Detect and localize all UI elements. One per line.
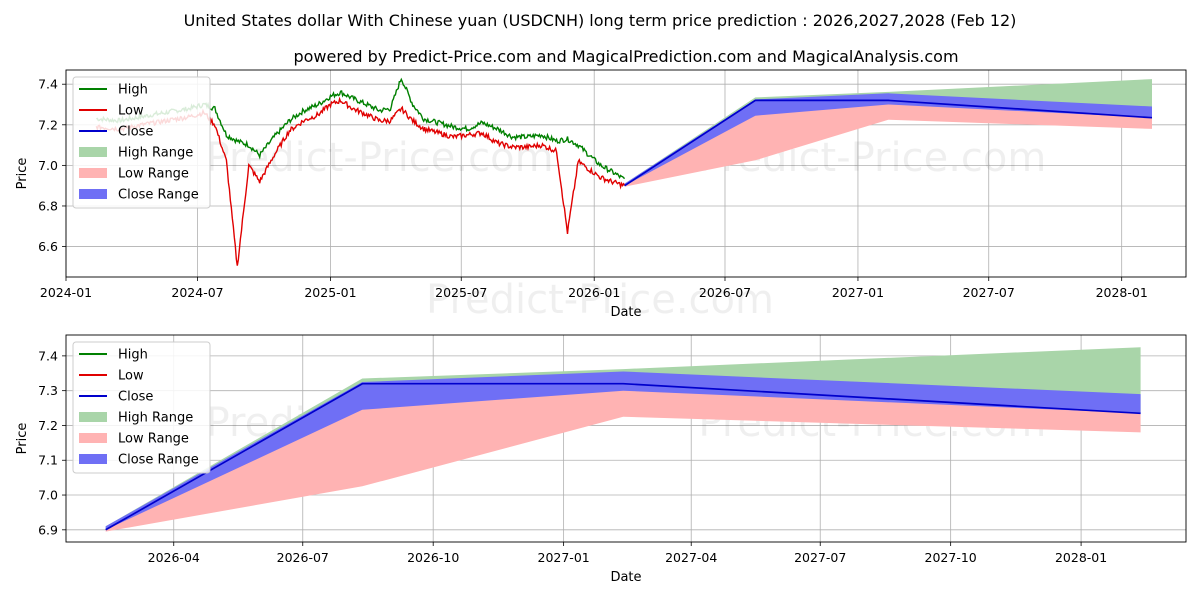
y-tick-label: 7.4 bbox=[38, 77, 58, 92]
x-tick-label: 2026-07 bbox=[699, 285, 751, 300]
chart-subtitle: powered by Predict-Price.com and Magical… bbox=[293, 47, 958, 66]
x-tick-label: 2028-01 bbox=[1055, 550, 1107, 565]
y-tick-label: 6.9 bbox=[38, 522, 58, 537]
axes-frame bbox=[65, 69, 1187, 278]
legend-high: High bbox=[79, 83, 148, 98]
x-tick-label: 2027-07 bbox=[963, 285, 1015, 300]
forecast-zoom-chart-panel: 2026-04 2026-07 2026-10 2027-01 2027-04 2027-… bbox=[15, 334, 1187, 585]
legend-close-label: Close bbox=[118, 125, 153, 140]
legend-high-label: High bbox=[118, 348, 148, 363]
legend-close-range-label: Close Range bbox=[118, 188, 199, 203]
y-axis-label: Price bbox=[15, 423, 30, 455]
legend-high-range-swatch bbox=[79, 147, 107, 157]
legend-low-range-swatch bbox=[79, 433, 107, 443]
legend: High Low Close High Range Low Range Close Ran… bbox=[72, 76, 211, 209]
x-tick-label: 2024-01 bbox=[40, 285, 92, 300]
legend-close: Close bbox=[79, 390, 153, 405]
x-tick-label: 2024-07 bbox=[171, 285, 223, 300]
y-tick-label: 7.2 bbox=[38, 117, 58, 132]
legend-close-range-label: Close Range bbox=[118, 453, 199, 468]
legend-close-label: Close bbox=[118, 390, 153, 405]
x-tick-label: 2026-01 bbox=[568, 285, 620, 300]
legend-low-range-label: Low Range bbox=[118, 432, 189, 447]
x-tick-label: 2027-10 bbox=[925, 550, 977, 565]
legend-close-range: Close Range bbox=[79, 453, 199, 468]
x-tick-label: 2027-04 bbox=[665, 550, 717, 565]
x-tick-label: 2025-07 bbox=[435, 285, 487, 300]
axes-frame bbox=[65, 334, 1187, 543]
legend-low-range-label: Low Range bbox=[118, 167, 189, 182]
x-tick-label: 2026-10 bbox=[407, 550, 459, 565]
long-term-chart-panel: 2024-01 2024-07 2025-01 2025-07 2026-01 2026-… bbox=[15, 69, 1187, 323]
y-tick-label: 7.0 bbox=[38, 158, 58, 173]
x-axis-label: Date bbox=[610, 570, 641, 585]
low-range-band bbox=[624, 100, 1152, 187]
x-axis-label: Date bbox=[610, 305, 641, 320]
y-tick-label: 7.0 bbox=[38, 488, 58, 503]
legend-high-range-swatch bbox=[79, 412, 107, 422]
y-tick-label: 7.2 bbox=[38, 418, 58, 433]
y-tick-label: 7.4 bbox=[38, 348, 58, 363]
x-tick-label: 2025-01 bbox=[304, 285, 356, 300]
legend-close-range-swatch bbox=[79, 454, 107, 464]
x-tick-label: 2026-04 bbox=[148, 550, 200, 565]
y-axis-label: Price bbox=[15, 158, 30, 190]
legend-low-range-swatch bbox=[79, 168, 107, 178]
low-range-band bbox=[105, 383, 1141, 532]
x-tick-label: 2027-01 bbox=[832, 285, 884, 300]
legend-high-range: High Range bbox=[79, 411, 193, 426]
legend-box bbox=[72, 341, 211, 474]
legend-low-label: Low bbox=[118, 369, 144, 384]
x-tick-label: 2027-01 bbox=[538, 550, 590, 565]
y-tick-label: 7.3 bbox=[38, 383, 58, 398]
close-forecast-line bbox=[624, 99, 1153, 187]
legend-close-range: Close Range bbox=[79, 188, 199, 203]
plot-area bbox=[105, 347, 1141, 532]
legend-low: Low bbox=[79, 104, 144, 119]
legend-low-label: Low bbox=[118, 104, 144, 119]
legend-low-range: Low Range bbox=[79, 432, 189, 447]
close-forecast-line bbox=[105, 382, 1141, 531]
x-tick-label: 2026-07 bbox=[277, 550, 329, 565]
legend-close-range-swatch bbox=[79, 189, 107, 199]
y-tick-label: 6.8 bbox=[38, 198, 58, 213]
legend: High Low Close High Range Low Range Close Ran… bbox=[72, 341, 211, 474]
y-tick-label: 7.1 bbox=[38, 453, 58, 468]
legend-high-range-label: High Range bbox=[118, 411, 193, 426]
x-tick-label: 2027-07 bbox=[794, 550, 846, 565]
x-tick-label: 2028-01 bbox=[1096, 285, 1148, 300]
y-tick-label: 6.6 bbox=[38, 239, 58, 254]
chart-title: United States dollar With Chinese yuan (… bbox=[184, 11, 1017, 30]
legend-high-range: High Range bbox=[79, 146, 193, 161]
legend-high-range-label: High Range bbox=[118, 146, 193, 161]
legend-box bbox=[72, 76, 211, 209]
watermark-text: Predict-Price.com bbox=[426, 277, 774, 323]
legend-close: Close bbox=[79, 125, 153, 140]
legend-low: Low bbox=[79, 369, 144, 384]
legend-low-range: Low Range bbox=[79, 167, 189, 182]
legend-high: High bbox=[79, 348, 148, 363]
legend-high-label: High bbox=[118, 83, 148, 98]
